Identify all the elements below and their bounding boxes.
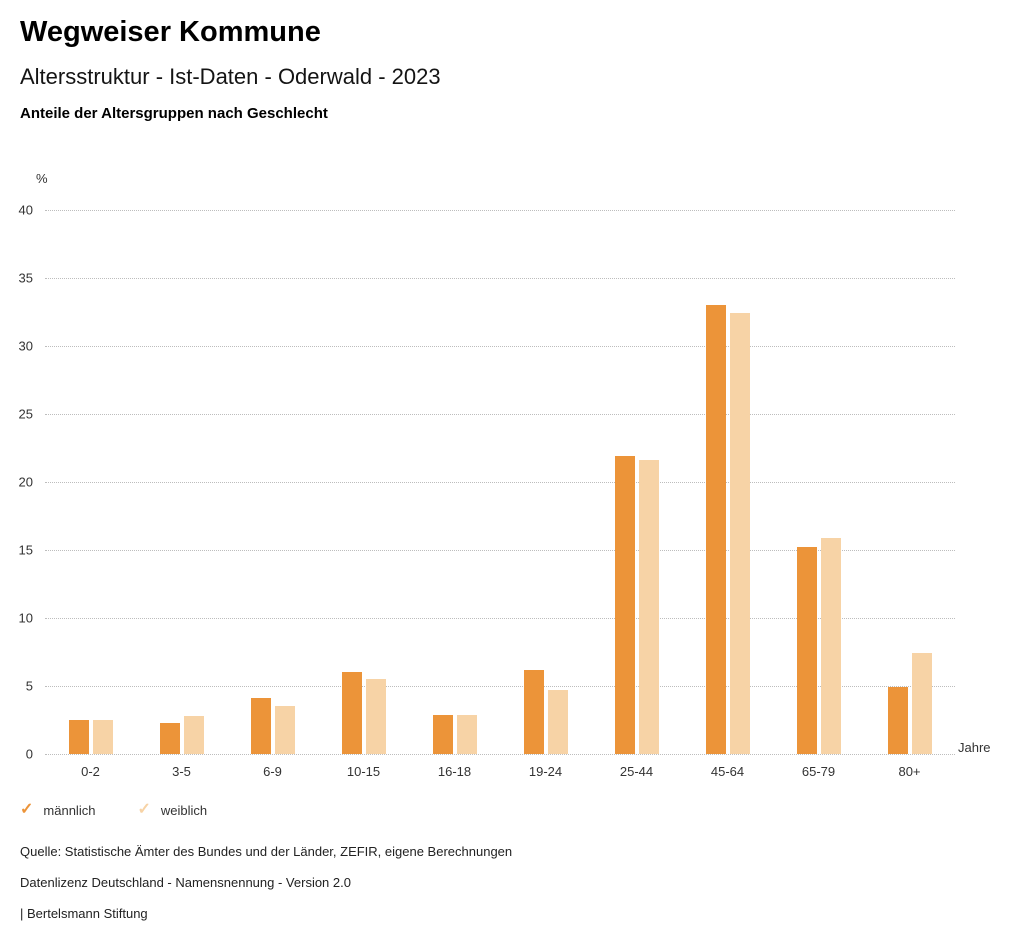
x-tick-label-45-64: 45-64 (710, 764, 745, 779)
bar-weiblich-6-9[interactable] (274, 706, 295, 754)
bar-männlich-19-24[interactable] (523, 669, 544, 754)
source-text: Quelle: Statistische Ämter des Bundes un… (20, 844, 513, 859)
x-tick-label-3-5: 3-5 (172, 764, 191, 779)
chart-subtitle: Altersstruktur - Ist-Daten - Oderwald - … (20, 64, 441, 89)
bar-group-45-64 (705, 210, 750, 754)
chart-bars (45, 210, 955, 754)
x-tick-label-25-44: 25-44 (619, 764, 654, 779)
y-axis-ticks: 0 5 10 15 20 25 30 35 40 (0, 203, 33, 762)
x-tick-label-65-79: 65-79 (801, 764, 836, 779)
x-axis-unit-label: Jahre (958, 740, 991, 755)
bar-group-3-5 (159, 210, 204, 754)
gridline-25 (45, 414, 955, 415)
bar-weiblich-19-24[interactable] (547, 690, 568, 754)
y-tick-label-35: 35 (18, 270, 33, 286)
gridline-20 (45, 482, 955, 483)
bar-männlich-25-44[interactable] (614, 456, 635, 754)
y-tick-label-10: 10 (18, 610, 33, 626)
check-icon: ✓ (137, 801, 151, 818)
footer: Quelle: Statistische Ämter des Bundes un… (20, 836, 512, 929)
y-tick-label-25: 25 (18, 406, 33, 422)
gridline-5 (45, 686, 955, 687)
x-tick-label-10-15: 10-15 (346, 764, 381, 779)
bar-männlich-16-18[interactable] (432, 714, 453, 754)
bar-group-10-15 (341, 210, 386, 754)
y-tick-label-30: 30 (18, 338, 33, 354)
bar-männlich-80+[interactable] (887, 687, 908, 754)
x-tick-label-6-9: 6-9 (263, 764, 282, 779)
bar-weiblich-25-44[interactable] (638, 460, 659, 754)
bar-männlich-10-15[interactable] (341, 672, 362, 754)
chart-heading: Anteile der Altersgruppen nach Geschlech… (20, 105, 328, 122)
page-title: Wegweiser Kommune (20, 16, 321, 48)
bar-männlich-0-2[interactable] (68, 720, 89, 754)
legend-item-weiblich[interactable]: ✓ weiblich (137, 802, 207, 818)
bar-group-80+ (887, 210, 932, 754)
x-axis-labels: 0-2 3-5 6-9 10-15 16-18 19-24 25-44 45-64 65-79 8… (45, 764, 955, 779)
legend-label: weiblich (160, 802, 208, 818)
y-tick-label-15: 15 (18, 542, 33, 558)
y-tick-label-5: 5 (25, 678, 33, 694)
y-axis-unit-label: % (36, 171, 48, 186)
check-icon: ✓ (20, 801, 34, 818)
gridline-0 (45, 754, 955, 755)
bar-group-25-44 (614, 210, 659, 754)
legend-label: männlich (43, 802, 96, 818)
gridline-30 (45, 346, 955, 347)
legend-item-männlich[interactable]: ✓ männlich (20, 802, 95, 818)
gridline-40 (45, 210, 955, 211)
bar-group-19-24 (523, 210, 568, 754)
gridline-10 (45, 618, 955, 619)
bar-group-0-2 (68, 210, 113, 754)
gridline-35 (45, 278, 955, 279)
bar-männlich-65-79[interactable] (796, 547, 817, 754)
chart-gridlines (45, 210, 955, 755)
license-text: Datenlizenz Deutschland - Namensnennung … (20, 875, 351, 890)
bar-weiblich-65-79[interactable] (820, 537, 841, 754)
bar-group-16-18 (432, 210, 477, 754)
bar-weiblich-80+[interactable] (911, 653, 932, 754)
bar-männlich-45-64[interactable] (705, 305, 726, 754)
bar-weiblich-0-2[interactable] (92, 720, 113, 754)
x-tick-label-80+: 80+ (898, 764, 921, 779)
gridline-15 (45, 550, 955, 551)
bar-männlich-3-5[interactable] (159, 722, 180, 754)
bar-männlich-6-9[interactable] (250, 698, 271, 754)
chart-plot-area (45, 210, 955, 755)
y-tick-label-0: 0 (25, 746, 33, 762)
bar-group-65-79 (796, 210, 841, 754)
bar-weiblich-45-64[interactable] (729, 313, 750, 754)
chart-legend: ✓ männlich ✓ weiblich (20, 802, 207, 818)
bar-group-6-9 (250, 210, 295, 754)
attribution-text: | Bertelsmann Stiftung (20, 906, 148, 921)
bar-weiblich-3-5[interactable] (183, 715, 204, 754)
y-tick-label-40: 40 (18, 202, 33, 218)
bar-weiblich-16-18[interactable] (456, 714, 477, 754)
x-tick-label-16-18: 16-18 (437, 764, 472, 779)
bar-weiblich-10-15[interactable] (365, 679, 386, 754)
y-tick-label-20: 20 (18, 474, 33, 490)
x-tick-label-19-24: 19-24 (528, 764, 563, 779)
x-tick-label-0-2: 0-2 (81, 764, 100, 779)
